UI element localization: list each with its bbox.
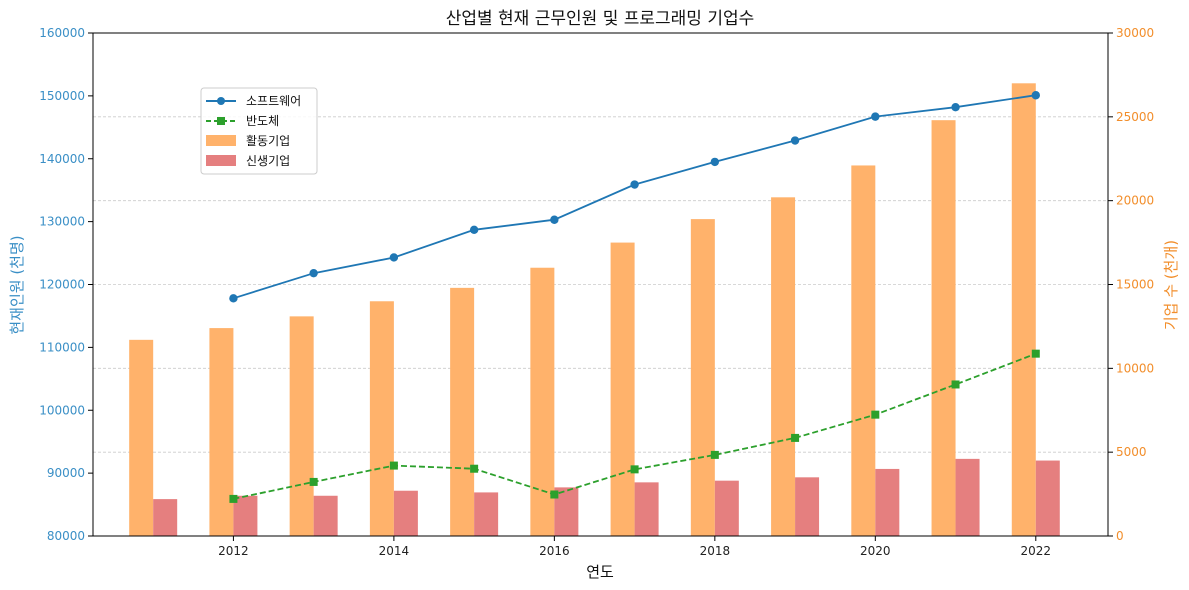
- legend-label-semiconductor: 반도체: [246, 114, 279, 128]
- y-left-tick-label-120000: 120000: [39, 278, 85, 292]
- point-software-2020: [871, 112, 880, 121]
- point-software-2019: [790, 136, 800, 145]
- y-right-tick-label-5000: 5000: [1116, 445, 1147, 459]
- x-tick-label-2018: 2018: [700, 544, 731, 558]
- point-software-2022: [1031, 91, 1040, 100]
- legend-label-new: 신생기업: [246, 154, 290, 168]
- point-software-2014: [389, 253, 399, 262]
- bar-active-2015: [450, 287, 475, 536]
- bars-group: [129, 83, 1060, 537]
- point-semiconductor-2021: [951, 380, 960, 389]
- y-left-tick-label-100000: 100000: [39, 403, 85, 417]
- legend: 소프트웨어 반도체 활동기업 신생기업: [200, 87, 318, 175]
- y-axis-left-ticks: 80000 90000 100000 110000 120000 130000 140000…: [39, 26, 93, 543]
- point-semiconductor-2013: [309, 477, 318, 486]
- x-axis-label: 연도: [586, 563, 614, 581]
- y-axis-right-ticks: 0 5000 10000 15000 20000 25000 30000: [1108, 26, 1154, 543]
- bar-new-2013: [313, 495, 338, 536]
- point-software-2018: [710, 157, 720, 167]
- x-tick-label-2014: 2014: [379, 544, 410, 558]
- bar-active-2013: [289, 316, 314, 536]
- point-semiconductor-2014: [389, 461, 398, 470]
- y-left-tick-label-80000: 80000: [47, 529, 85, 543]
- bar-new-2018: [714, 480, 739, 536]
- y-left-tick-label-90000: 90000: [47, 466, 85, 480]
- point-semiconductor-2015: [470, 464, 479, 473]
- point-software-2012: [229, 294, 238, 303]
- legend-label-active: 활동기업: [246, 134, 290, 148]
- bar-active-2018: [690, 219, 715, 537]
- x-tick-label-2016: 2016: [539, 544, 570, 558]
- bar-active-2014: [369, 301, 394, 536]
- x-tick-label-2022: 2022: [1021, 544, 1052, 558]
- y-right-tick-label-25000: 25000: [1116, 110, 1154, 124]
- point-semiconductor-2012: [229, 494, 238, 503]
- y-right-tick-label-30000: 30000: [1116, 26, 1154, 40]
- bar-active-2021: [931, 120, 956, 536]
- bar-active-2022: [1011, 83, 1036, 537]
- point-semiconductor-2017: [630, 465, 639, 474]
- y-right-tick-label-20000: 20000: [1116, 194, 1154, 208]
- point-software-2013: [309, 268, 318, 278]
- point-semiconductor-2022: [1031, 349, 1040, 358]
- bar-new-2015: [474, 492, 499, 536]
- legend-item-active: 활동기업: [206, 134, 290, 148]
- point-semiconductor-2018: [710, 450, 719, 459]
- legend-marker-software: [217, 97, 225, 105]
- legend-label-software: 소프트웨어: [246, 94, 301, 108]
- bar-new-2022: [1035, 460, 1060, 536]
- x-tick-label-2020: 2020: [860, 544, 891, 558]
- legend-item-software: 소프트웨어: [206, 94, 301, 108]
- bar-new-2014: [393, 490, 418, 536]
- y-right-tick-label-15000: 15000: [1116, 278, 1154, 292]
- legend-marker-semiconductor: [217, 117, 225, 125]
- x-tick-label-2012: 2012: [218, 544, 249, 558]
- bar-active-2020: [851, 165, 876, 536]
- line-semiconductor: [233, 352, 1037, 500]
- y-left-tick-label-130000: 130000: [39, 215, 85, 229]
- bar-new-2021: [955, 458, 980, 536]
- bar-active-2019: [771, 197, 796, 536]
- y-left-tick-label-110000: 110000: [39, 340, 85, 354]
- bar-active-2012: [209, 328, 234, 536]
- bar-new-2019: [795, 477, 820, 536]
- y-axis-left-label: 현재인원 (천명): [8, 235, 26, 334]
- point-semiconductor-2019: [791, 433, 800, 442]
- point-software-2021: [951, 102, 960, 112]
- legend-item-new: 신생기업: [206, 154, 290, 168]
- y-right-tick-label-0: 0: [1116, 529, 1124, 543]
- bar-active-2017: [610, 242, 635, 537]
- y-left-tick-label-150000: 150000: [39, 89, 85, 103]
- y-right-tick-label-10000: 10000: [1116, 361, 1154, 375]
- legend-item-semiconductor: 반도체: [206, 114, 279, 128]
- lines-group: [229, 91, 1040, 503]
- y-axis-right-label: 기업 수 (천개): [1162, 240, 1180, 330]
- chart-title: 산업별 현재 근무인원 및 프로그래밍 기업수: [446, 9, 755, 29]
- point-software-2016: [550, 215, 559, 224]
- x-axis-ticks: 2012 2014 2016 2018 2020 2022: [218, 536, 1051, 558]
- bar-new-2017: [634, 482, 659, 536]
- point-software-2017: [630, 180, 639, 189]
- point-semiconductor-2020: [871, 410, 880, 419]
- point-semiconductor-2016: [550, 490, 559, 499]
- legend-swatch-active: [206, 135, 236, 146]
- legend-swatch-new: [206, 155, 236, 166]
- y-left-tick-label-160000: 160000: [39, 26, 85, 40]
- legend-box: [200, 87, 318, 175]
- bar-new-2011: [153, 499, 178, 536]
- bar-new-2020: [875, 468, 900, 536]
- bar-active-2011: [129, 339, 154, 536]
- y-left-tick-label-140000: 140000: [39, 152, 85, 166]
- point-software-2015: [469, 225, 479, 234]
